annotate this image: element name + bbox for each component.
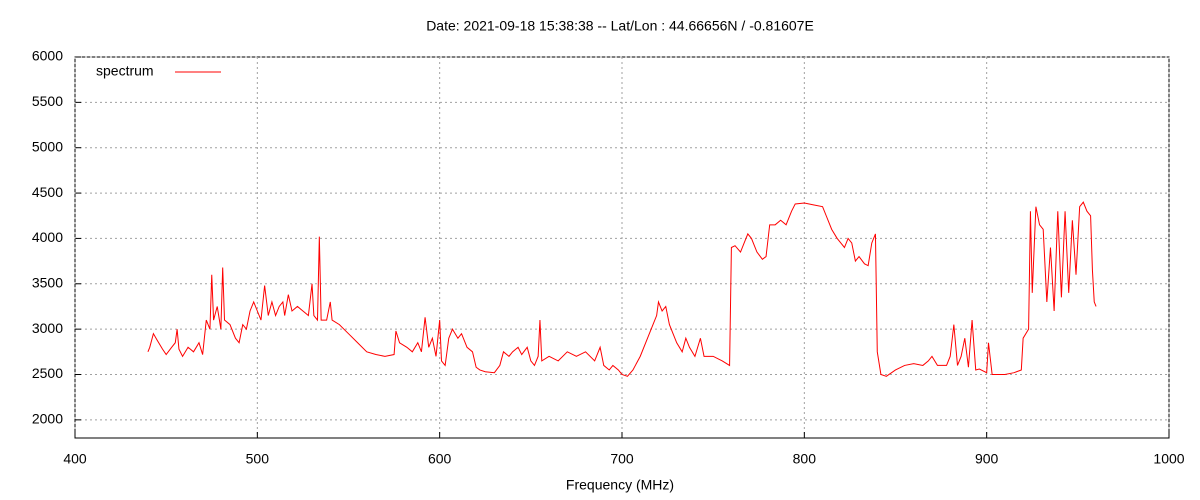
y-tick-label: 2500 <box>32 365 63 381</box>
spectrum-line <box>147 201 1097 377</box>
y-tick-label: 4000 <box>32 229 63 245</box>
x-tick-label: 600 <box>428 451 452 467</box>
x-tick-label: 900 <box>975 451 999 467</box>
x-tick-label: 1000 <box>1153 451 1184 467</box>
x-tick-label: 700 <box>610 451 634 467</box>
x-tick-label: 500 <box>246 451 270 467</box>
y-tick-label: 3000 <box>32 320 63 336</box>
x-tick-label: 800 <box>793 451 817 467</box>
y-tick-label: 6000 <box>32 48 63 64</box>
legend-label: spectrum <box>96 63 154 79</box>
y-tick-label: 5500 <box>32 93 63 109</box>
chart-title: Date: 2021-09-18 15:38:38 -- Lat/Lon : 4… <box>426 18 814 34</box>
y-tick-label: 5000 <box>32 138 63 154</box>
y-tick-label: 2000 <box>32 411 63 427</box>
x-axis-label: Frequency (MHz) <box>566 477 674 493</box>
y-tick-label: 4500 <box>32 184 63 200</box>
y-tick-label: 3500 <box>32 274 63 290</box>
x-tick-label: 400 <box>63 451 87 467</box>
